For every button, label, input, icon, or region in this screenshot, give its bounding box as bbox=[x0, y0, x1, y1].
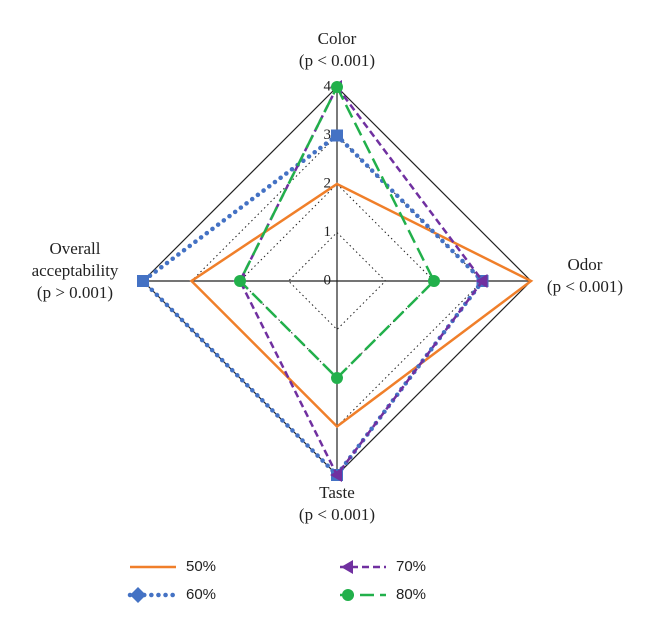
legend-label: 50% bbox=[186, 558, 216, 575]
grid-ring bbox=[239, 183, 435, 379]
legend-label: 70% bbox=[396, 558, 426, 575]
axis-label: Taste bbox=[319, 483, 355, 502]
axis-label: Color bbox=[317, 29, 357, 48]
legend-marker bbox=[341, 560, 353, 574]
legend-label: 60% bbox=[186, 586, 216, 603]
axis-note: (p < 0.001) bbox=[298, 51, 376, 70]
data-point bbox=[234, 275, 246, 287]
data-point bbox=[331, 372, 343, 384]
legend-item: 50% bbox=[130, 558, 216, 575]
r-tick-label: 3 bbox=[324, 127, 332, 143]
axis-label-group: Odor (p < 0.001) bbox=[515, 254, 655, 298]
r-tick-label: 2 bbox=[324, 175, 332, 191]
legend-marker bbox=[130, 587, 146, 603]
axis-note: (p < 0.001) bbox=[546, 277, 624, 296]
data-point bbox=[428, 275, 440, 287]
legend-item: 70% bbox=[340, 558, 426, 575]
legend-item: 60% bbox=[127, 586, 216, 603]
r-tick-label: 1 bbox=[324, 224, 332, 240]
data-point bbox=[331, 81, 343, 93]
legend-marker bbox=[342, 589, 354, 601]
series-line bbox=[189, 182, 534, 429]
grid-ring bbox=[287, 231, 387, 331]
data-point bbox=[331, 129, 343, 142]
data-point bbox=[475, 274, 488, 288]
data-point bbox=[330, 468, 342, 482]
series-line bbox=[238, 84, 436, 380]
axis-note: (p < 0.001) bbox=[298, 505, 376, 524]
data-point bbox=[137, 275, 149, 287]
axis-label-group: Overall acceptability (p > 0.001) bbox=[10, 238, 140, 304]
axis-note: (p > 0.001) bbox=[36, 283, 114, 302]
legend-item: 80% bbox=[340, 586, 426, 603]
r-tick-label: 0 bbox=[324, 272, 332, 288]
axis-label-group: Color (p < 0.001) bbox=[267, 28, 407, 72]
legend-label: 80% bbox=[396, 586, 426, 603]
axis-label-group: Taste (p < 0.001) bbox=[267, 482, 407, 526]
r-tick-label: 4 bbox=[324, 78, 332, 94]
axis-label: Overall acceptability bbox=[31, 239, 119, 280]
axis-label: Odor bbox=[567, 255, 603, 274]
